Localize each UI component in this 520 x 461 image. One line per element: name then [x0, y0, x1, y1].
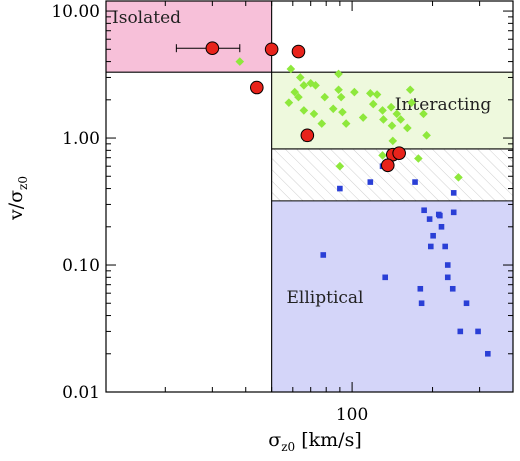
green-diamond-point: [414, 154, 423, 163]
green-diamond-point: [299, 106, 309, 115]
green-diamond-point: [235, 57, 245, 66]
red-circle-point: [300, 128, 315, 143]
red-circle-point: [291, 44, 306, 59]
x-axis-title-main: σ: [268, 429, 281, 451]
green-diamond-point: [317, 119, 327, 128]
blue-square-point: [449, 285, 456, 292]
region-isolated: [106, 1, 272, 73]
green-diamond-point: [350, 87, 359, 97]
green-diamond-point: [299, 81, 309, 90]
blue-square-point: [418, 300, 425, 307]
blue-square-point: [450, 190, 457, 196]
green-diamond-point: [309, 109, 319, 119]
x-axis-title-rest: [km/s]: [295, 429, 362, 451]
green-diamond-point: [387, 121, 397, 131]
blue-square-point: [457, 328, 464, 335]
green-diamond-point: [328, 104, 338, 114]
red-circle-point: [250, 80, 264, 95]
green-diamond-point: [378, 106, 387, 115]
green-diamond-point: [392, 109, 402, 119]
green-diamond-point: [311, 81, 320, 90]
y-tick-label: 0.10: [62, 256, 100, 276]
green-diamond-point: [407, 98, 416, 107]
axis-tick-labels: 10.00 1.00 0.10 0.01 100: [51, 2, 368, 425]
green-diamond-point: [386, 102, 396, 112]
green-diamond-point: [388, 136, 398, 146]
blue-square-point: [421, 207, 427, 214]
blue-square-point: [426, 216, 433, 222]
blue-square-point: [382, 274, 388, 281]
y-tick-label: 10.00: [51, 2, 100, 22]
green-diamond-point: [290, 87, 300, 97]
blue-square-point: [430, 232, 436, 239]
x-axis-title-sub: z0: [281, 440, 295, 454]
blue-square-point: [450, 209, 457, 216]
region-label-interacting: Interacting: [395, 95, 492, 115]
region-labels: Isolated Interacting Elliptical: [112, 8, 491, 308]
green-diamond-point: [341, 119, 351, 128]
red-circle-point: [392, 146, 406, 160]
blue-square-point: [444, 274, 451, 281]
x-tick-label: 100: [336, 405, 368, 425]
y-axis-title-main: v/σ: [5, 190, 27, 221]
blue-square-point: [427, 243, 434, 250]
blue-square-point: [417, 285, 424, 292]
red-circle-point: [264, 42, 279, 57]
green-diamond-point: [366, 89, 375, 98]
green-diamond-point: [284, 98, 294, 107]
blue-square-point: [438, 223, 445, 230]
blue-square-point: [475, 328, 481, 335]
green-diamond-point: [405, 85, 415, 95]
region-layer: [106, 1, 513, 392]
y-tick-label: 0.01: [62, 383, 100, 403]
green-diamond-point: [358, 113, 368, 122]
green-diamond-point: [294, 92, 303, 102]
green-diamond-point: [422, 131, 431, 140]
green-diamond-point: [454, 173, 463, 182]
region-label-isolated: Isolated: [112, 8, 181, 28]
green-diamond-point: [320, 92, 330, 102]
blue-square-point: [337, 185, 343, 192]
green-diamond-point: [338, 107, 347, 117]
green-diamond-point: [368, 99, 378, 109]
x-axis-title: σz0 [km/s]: [268, 429, 362, 454]
data-points: [175, 41, 491, 357]
green-diamond-point: [419, 109, 428, 119]
blue-square-point: [463, 300, 470, 307]
green-diamond-point: [335, 161, 345, 171]
green-diamond-point: [378, 151, 387, 160]
green-diamond-point: [334, 69, 343, 79]
blue-square-point: [444, 262, 451, 268]
green-diamond-point: [379, 115, 388, 124]
axis-ticks: [106, 1, 513, 393]
green-diamond-point: [286, 64, 296, 74]
red-circle-point: [380, 158, 395, 173]
green-diamond-point: [336, 92, 346, 102]
region-label-elliptical: Elliptical: [287, 288, 364, 308]
green-diamond-point: [295, 73, 305, 82]
green-diamond-point: [403, 123, 412, 133]
green-diamond-point: [396, 115, 405, 124]
y-axis-title-sub: z0: [16, 176, 30, 190]
blue-square-point: [367, 179, 374, 185]
blue-square-point: [320, 252, 327, 258]
y-tick-label: 1.00: [62, 129, 100, 149]
green-diamond-point: [334, 85, 343, 95]
blue-square-point: [485, 350, 491, 357]
blue-square-point: [437, 212, 443, 219]
green-diamond-point: [372, 90, 382, 99]
y-axis-title: v/σz0: [5, 176, 30, 221]
region-elliptical: [271, 200, 513, 392]
plot-frame: [105, 0, 514, 393]
blue-square-point: [442, 243, 448, 250]
red-circle-point: [205, 41, 220, 55]
blue-square-point: [412, 179, 418, 185]
